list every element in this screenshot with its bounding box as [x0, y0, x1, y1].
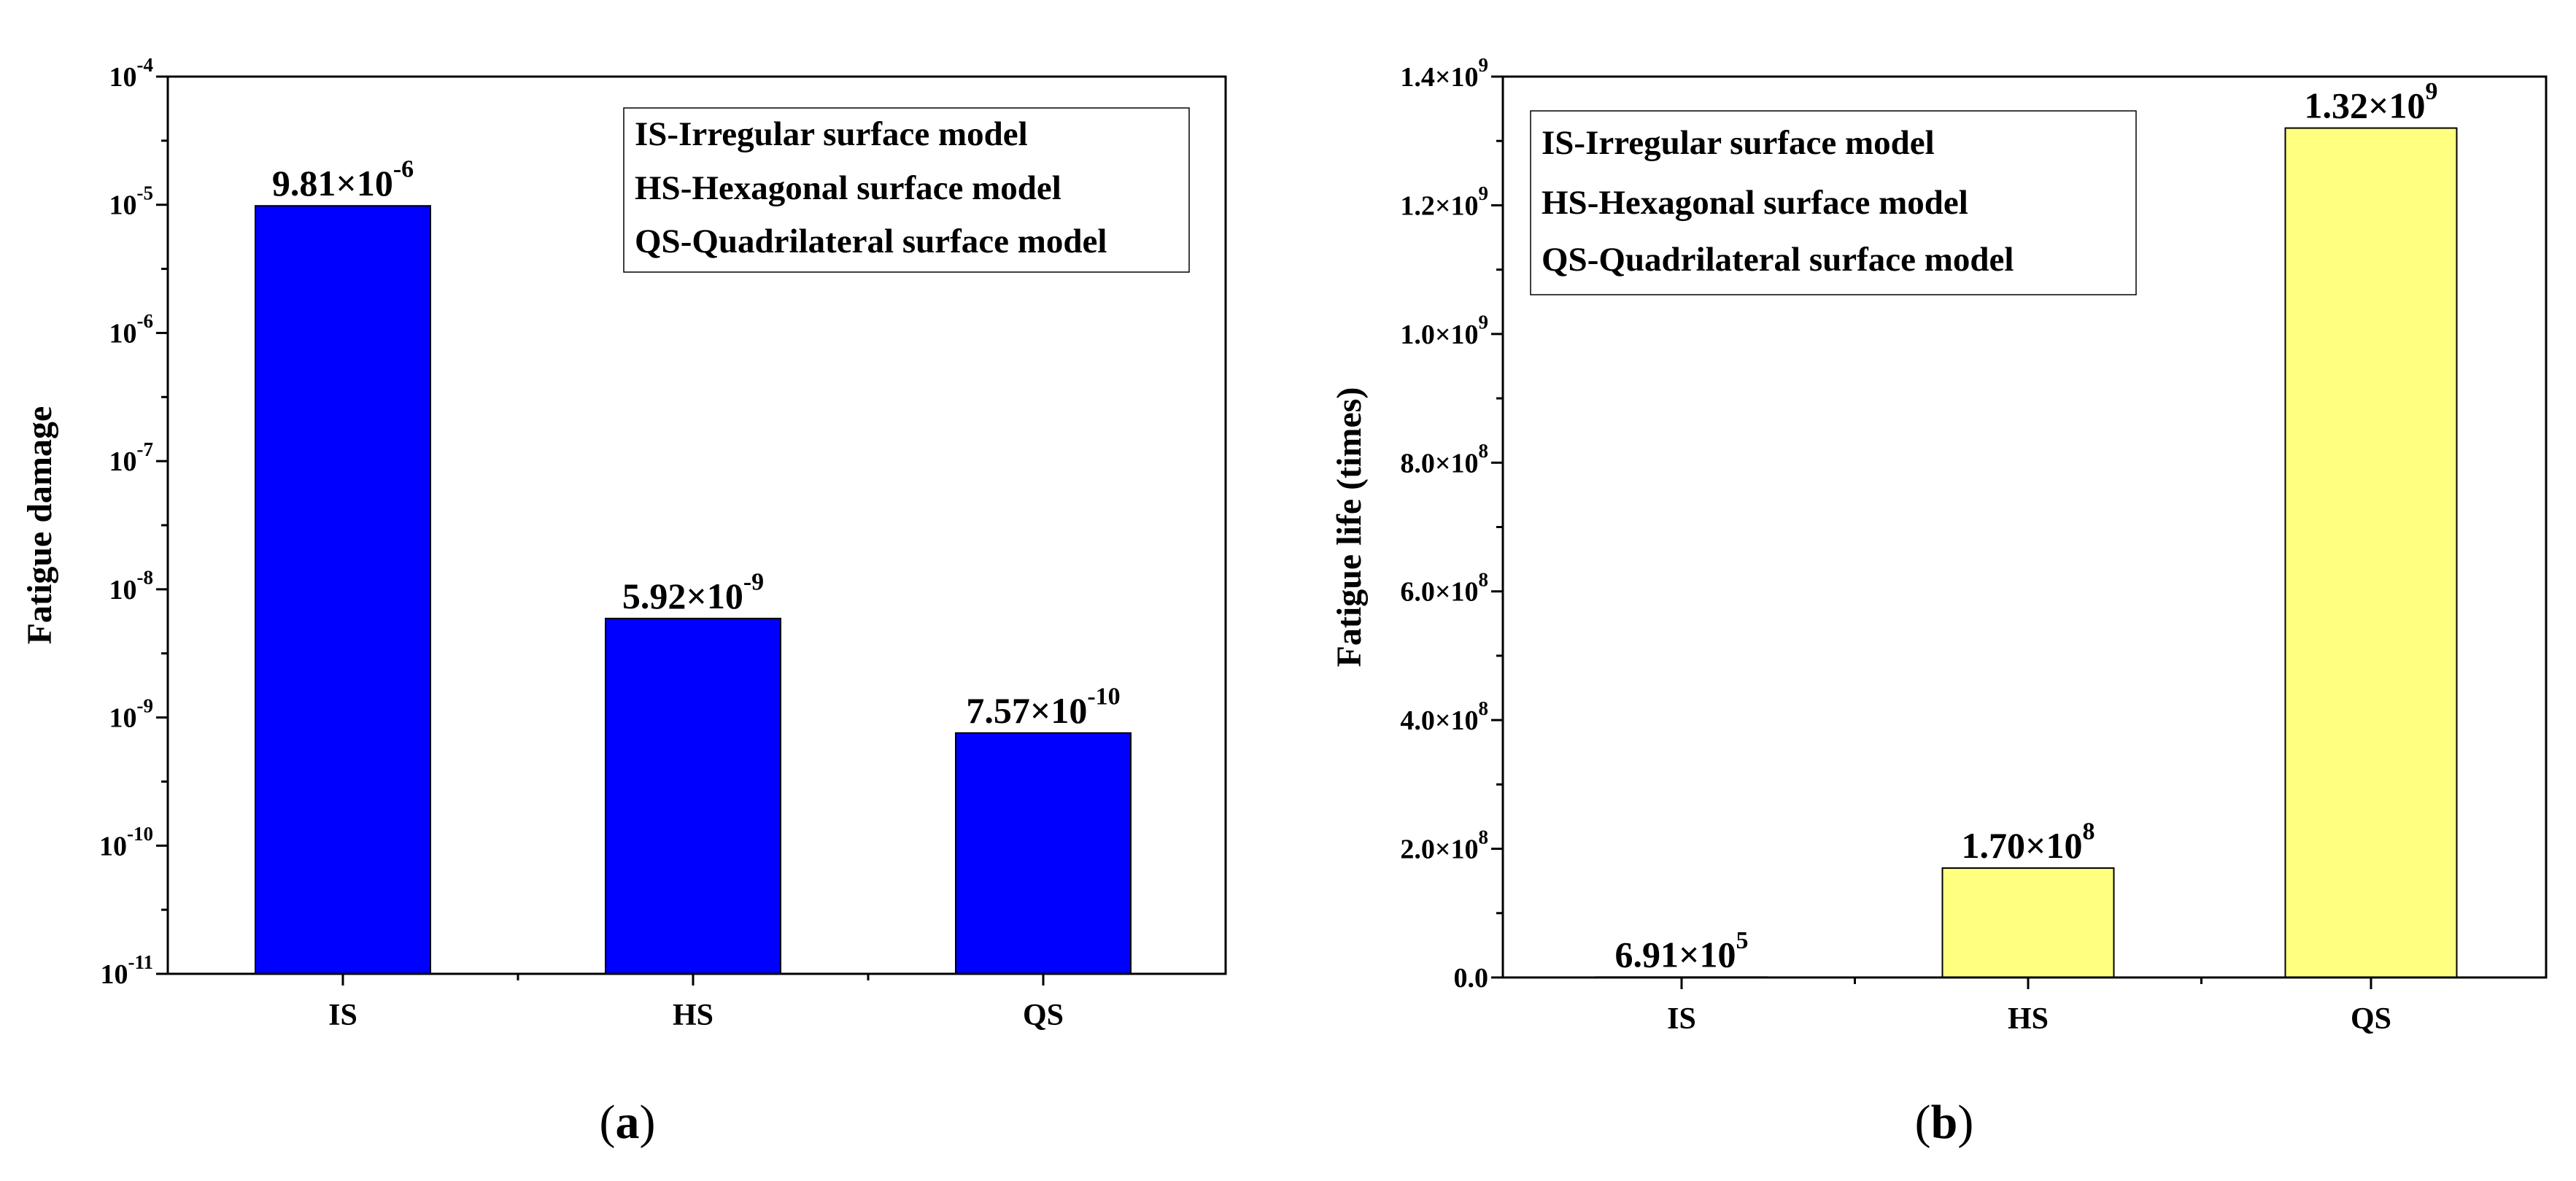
legend-box — [1530, 110, 2137, 295]
y-axis-title: Fatigue life (times) — [1330, 387, 1369, 667]
legend-entry: QS-Quadrilateral surface model — [635, 222, 1107, 260]
data-label-is: 9.81×10-6 — [272, 156, 414, 204]
data-label-hs: 1.70×108 — [1962, 818, 2095, 867]
y-tick-label: 8.0×108 — [1400, 440, 1488, 479]
y-tick-label: 10-9 — [109, 694, 154, 733]
y-tick-label: 0.0 — [1454, 963, 1489, 994]
bar-is — [255, 205, 431, 975]
y-tick-label: 10-11 — [100, 951, 153, 990]
x-tick-label: QS — [2351, 1002, 2391, 1036]
y-axis-title: Fatigue damage — [20, 406, 59, 645]
x-tick-label: HS — [673, 999, 713, 1032]
legend-entry: QS-Quadrilateral surface model — [1542, 241, 2014, 279]
y-tick-label: 10-7 — [109, 438, 154, 477]
panel-label: (b) — [1915, 1096, 1974, 1149]
y-tick-label: 10-10 — [99, 823, 153, 861]
y-tick-label: 10-4 — [109, 54, 154, 93]
data-label-is: 6.91×105 — [1615, 927, 1749, 975]
chart-panel-b: 6.91×105 1.70×108 1.32×109 0.0 2.0×108 4.0×10… — [1330, 54, 2548, 1149]
data-label-qs: 7.57×10-10 — [966, 683, 1120, 731]
x-tick-label: QS — [1023, 999, 1064, 1032]
chart-panel-a: 9.81×10-6 5.92×10-9 7.57×10-10 10-11 10-10 10… — [20, 54, 1227, 1149]
y-tick-label: 10-8 — [109, 567, 154, 605]
y-tick-label: 6.0×108 — [1400, 568, 1488, 607]
legend-entry: IS-Irregular surface model — [1542, 124, 1935, 162]
data-label-hs: 5.92×10-9 — [622, 568, 764, 616]
y-tick-label: 10-6 — [109, 310, 154, 349]
legend-entry: IS-Irregular surface model — [635, 115, 1028, 153]
bar-hs — [1941, 867, 2115, 979]
x-tick-label: IS — [1667, 1002, 1696, 1036]
bar-qs — [2284, 127, 2458, 979]
y-tick-label: 1.4×109 — [1400, 54, 1488, 93]
x-tick-label: HS — [2008, 1002, 2049, 1036]
y-tick-label: 1.0×109 — [1400, 311, 1488, 350]
y-tick-label: 4.0×108 — [1400, 697, 1488, 736]
bar-hs — [605, 617, 781, 975]
x-tick-label: IS — [328, 999, 357, 1032]
legend-box — [623, 107, 1190, 273]
legend-entry: HS-Hexagonal surface model — [1542, 184, 1968, 222]
legend-entry: HS-Hexagonal surface model — [635, 169, 1061, 207]
bar-qs — [955, 732, 1132, 975]
data-label-qs: 1.32×109 — [2305, 78, 2438, 126]
y-tick-label: 10-5 — [109, 182, 154, 220]
y-tick-label: 2.0×108 — [1400, 826, 1488, 864]
y-tick-label: 1.2×109 — [1400, 182, 1488, 221]
panel-label: (a) — [600, 1096, 656, 1149]
